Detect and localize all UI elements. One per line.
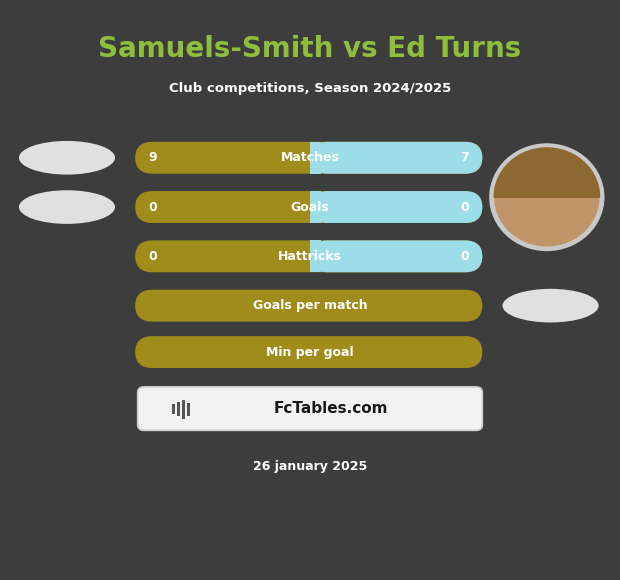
Text: Goals per match: Goals per match xyxy=(253,299,367,312)
Bar xyxy=(311,142,321,174)
Circle shape xyxy=(489,143,604,251)
Bar xyxy=(172,404,175,414)
FancyBboxPatch shape xyxy=(135,336,482,368)
FancyBboxPatch shape xyxy=(135,142,482,174)
Text: FcTables.com: FcTables.com xyxy=(273,401,388,416)
Text: Samuels-Smith vs Ed Turns: Samuels-Smith vs Ed Turns xyxy=(99,35,521,63)
Bar xyxy=(311,240,321,272)
FancyBboxPatch shape xyxy=(311,240,482,272)
Bar xyxy=(177,402,180,416)
Text: 0: 0 xyxy=(460,250,469,263)
Text: 0: 0 xyxy=(460,201,469,213)
Bar xyxy=(311,191,321,223)
Text: Matches: Matches xyxy=(281,151,339,164)
Text: 7: 7 xyxy=(460,151,469,164)
FancyBboxPatch shape xyxy=(311,142,482,174)
Text: 0: 0 xyxy=(149,250,157,263)
Bar xyxy=(187,403,190,416)
Text: 9: 9 xyxy=(149,151,157,164)
Bar xyxy=(182,400,185,419)
Polygon shape xyxy=(494,148,600,197)
FancyBboxPatch shape xyxy=(138,387,482,430)
Circle shape xyxy=(494,148,600,246)
Ellipse shape xyxy=(19,141,115,175)
FancyBboxPatch shape xyxy=(135,191,482,223)
FancyBboxPatch shape xyxy=(311,191,482,223)
Ellipse shape xyxy=(503,289,599,322)
Text: Club competitions, Season 2024/2025: Club competitions, Season 2024/2025 xyxy=(169,82,451,95)
Text: Min per goal: Min per goal xyxy=(266,346,354,358)
Text: 0: 0 xyxy=(149,201,157,213)
Ellipse shape xyxy=(19,190,115,224)
FancyBboxPatch shape xyxy=(135,240,482,272)
Text: 26 january 2025: 26 january 2025 xyxy=(253,461,367,473)
FancyBboxPatch shape xyxy=(135,290,482,321)
Text: Hattricks: Hattricks xyxy=(278,250,342,263)
Text: Goals: Goals xyxy=(291,201,329,213)
